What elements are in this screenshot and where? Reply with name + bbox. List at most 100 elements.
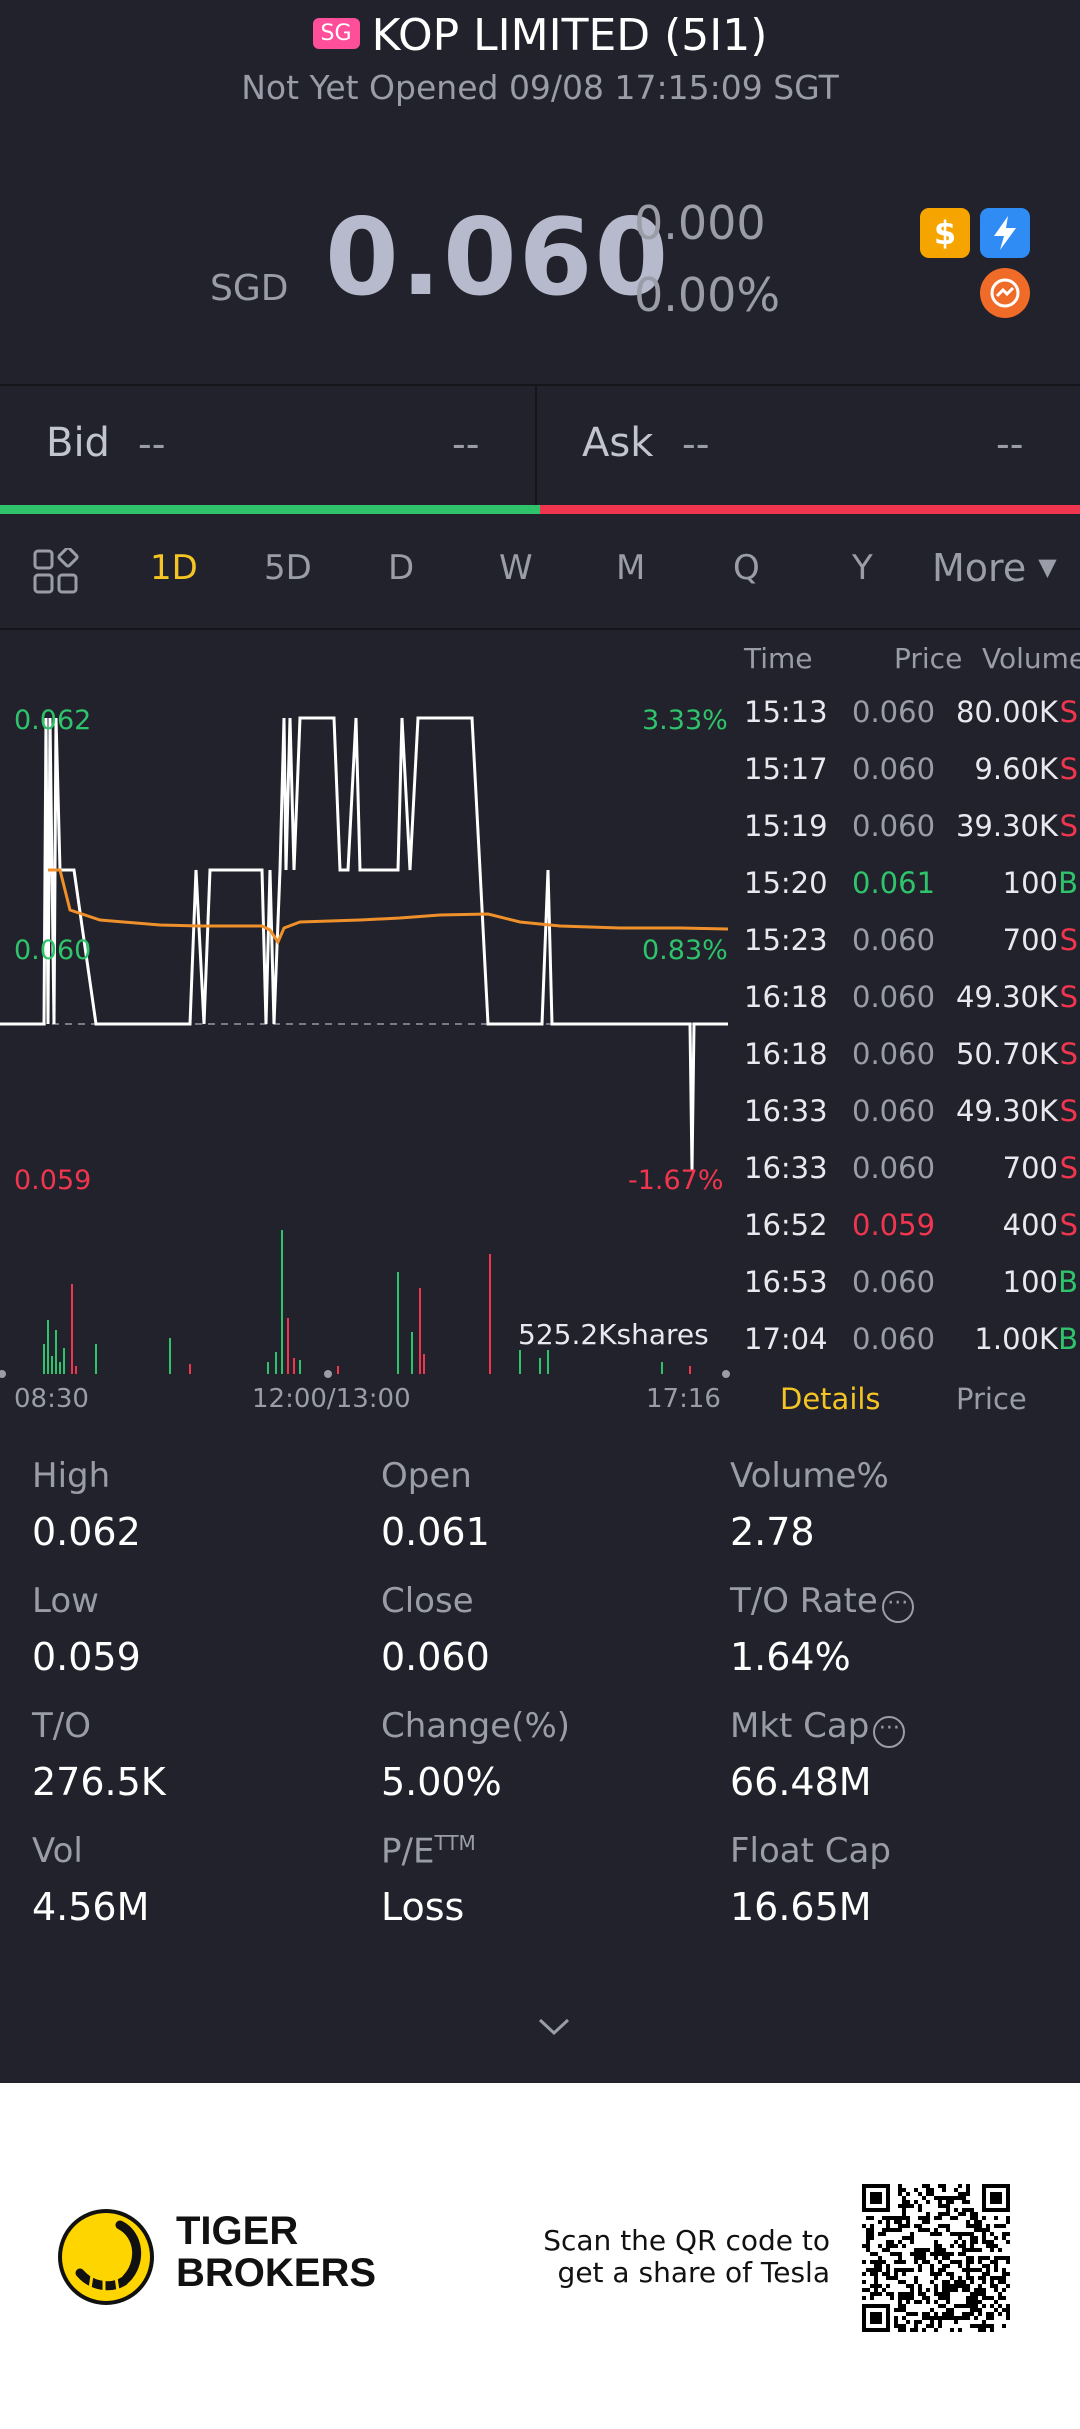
trade-volume: 39.30K xyxy=(955,809,1058,843)
exchange-icon[interactable] xyxy=(980,268,1030,318)
stat-low-value: 0.059 xyxy=(32,1635,141,1679)
stat-open-label: Open xyxy=(381,1456,472,1496)
trade-side: B xyxy=(1058,1265,1078,1299)
trades-header-price: Price xyxy=(894,642,963,675)
trade-side: S xyxy=(1059,809,1078,843)
y-label-mid: 0.060 xyxy=(14,935,92,966)
stat-volpct-value: 2.78 xyxy=(730,1510,815,1554)
dollar-icon[interactable]: $ xyxy=(920,208,970,258)
divider xyxy=(0,628,1080,630)
last-price: 0.060 xyxy=(325,196,671,319)
ask-ratio-bar xyxy=(540,505,1080,514)
x-label-start: 08:30 xyxy=(14,1384,89,1414)
trade-price: 0.059 xyxy=(852,1208,936,1242)
y-label-high: 0.062 xyxy=(14,705,92,736)
trade-time: 16:18 xyxy=(744,980,828,1014)
ask-size: -- xyxy=(996,422,1024,466)
trade-row: 17:04 0.060 1.00K B xyxy=(742,1322,1078,1379)
trade-time: 16:52 xyxy=(744,1208,828,1242)
bid-ratio-bar xyxy=(0,505,540,514)
x-label-end: 17:16 xyxy=(646,1384,721,1414)
trade-time: 15:13 xyxy=(744,695,828,729)
y-label-low: 0.059 xyxy=(14,1165,92,1196)
tab-more[interactable]: More ▼ xyxy=(932,546,1057,590)
trade-row: 15:19 0.060 39.30K S xyxy=(742,809,1078,866)
trade-volume: 9.60K xyxy=(974,752,1058,786)
more-info-icon[interactable]: ··· xyxy=(873,1716,906,1748)
expand-chevron-icon[interactable] xyxy=(536,2016,572,2042)
ask-label: Ask xyxy=(582,420,654,466)
price-change-pct: 0.00% xyxy=(634,268,781,322)
trade-time: 15:19 xyxy=(744,809,828,843)
pct-label-mid: 0.83% xyxy=(642,935,728,966)
trade-volume: 49.30K xyxy=(955,980,1058,1014)
stat-pe-value: Loss xyxy=(381,1885,465,1929)
stat-mktcap-value: 66.48M xyxy=(730,1760,872,1804)
tab-w[interactable]: W xyxy=(499,548,533,588)
more-info-icon[interactable]: ··· xyxy=(881,1591,914,1623)
stat-mktcap-label[interactable]: Mkt Cap ··· xyxy=(730,1706,906,1748)
trade-side: S xyxy=(1059,752,1078,786)
stat-torate-label-text: T/O Rate xyxy=(730,1581,878,1621)
stat-change-value: 5.00% xyxy=(381,1760,502,1804)
ask-price: -- xyxy=(682,422,710,466)
stat-torate-label[interactable]: T/O Rate ··· xyxy=(730,1581,914,1623)
trade-side: S xyxy=(1059,1094,1078,1128)
trade-volume: 80.00K xyxy=(955,695,1058,729)
brand-line1: TIGER xyxy=(176,2209,299,2253)
intraday-chart[interactable] xyxy=(0,630,730,1380)
stat-floatcap-value: 16.65M xyxy=(730,1885,872,1929)
trade-side: S xyxy=(1059,1037,1078,1071)
stat-to-value: 276.5K xyxy=(32,1760,166,1804)
stat-vol-label: Vol xyxy=(32,1831,83,1871)
tab-details[interactable]: Details xyxy=(780,1382,881,1416)
tab-d[interactable]: D xyxy=(388,548,415,588)
stat-open-value: 0.061 xyxy=(381,1510,490,1554)
trade-side: B xyxy=(1058,866,1078,900)
trade-time: 17:04 xyxy=(744,1322,828,1356)
stat-mktcap-label-text: Mkt Cap xyxy=(730,1706,870,1746)
trade-price: 0.060 xyxy=(852,1094,936,1128)
tiger-logo-icon xyxy=(58,2209,154,2305)
tab-y[interactable]: Y xyxy=(852,548,873,588)
trade-side: S xyxy=(1059,923,1078,957)
trades-header-time: Time xyxy=(744,642,813,675)
tab-1d[interactable]: 1D xyxy=(150,548,198,588)
stat-close-label: Close xyxy=(381,1581,474,1621)
trade-price: 0.060 xyxy=(852,1322,936,1356)
chart-settings-icon[interactable] xyxy=(32,546,80,600)
trade-price: 0.060 xyxy=(852,752,936,786)
trade-time: 16:18 xyxy=(744,1037,828,1071)
bid-ask-separator xyxy=(535,386,537,508)
pct-label-high: 3.33% xyxy=(642,705,728,736)
tab-price[interactable]: Price xyxy=(956,1382,1027,1416)
scan-line2: get a share of Tesla xyxy=(557,2256,830,2289)
lightning-icon[interactable] xyxy=(980,208,1030,258)
trade-time: 15:20 xyxy=(744,866,828,900)
trade-row: 16:33 0.060 700 S xyxy=(742,1151,1078,1208)
qr-code xyxy=(862,2184,1010,2332)
stat-to-label: T/O xyxy=(32,1706,91,1746)
stat-floatcap-label: Float Cap xyxy=(730,1831,891,1871)
tab-5d[interactable]: 5D xyxy=(264,548,312,588)
average-price-line xyxy=(48,868,729,946)
market-status: Not Yet Opened 09/08 17:15:09 SGT xyxy=(241,68,839,107)
stat-pe-sup: TTM xyxy=(434,1831,476,1855)
tab-m[interactable]: M xyxy=(616,548,646,588)
trade-row: 15:17 0.060 9.60K S xyxy=(742,752,1078,809)
trade-time: 16:53 xyxy=(744,1265,828,1299)
trade-side: B xyxy=(1058,1322,1078,1356)
trade-row: 15:23 0.060 700 S xyxy=(742,923,1078,980)
trade-side: S xyxy=(1059,695,1078,729)
trade-row: 15:13 0.060 80.00K S xyxy=(742,695,1078,752)
stat-change-label: Change(%) xyxy=(381,1706,571,1746)
trades-header-volume: Volume xyxy=(982,642,1080,675)
currency-label: SGD xyxy=(210,268,289,309)
stat-pe-label: P/ETTM xyxy=(381,1831,476,1871)
stat-vol-value: 4.56M xyxy=(32,1885,150,1929)
tab-q[interactable]: Q xyxy=(733,548,760,588)
stat-high-value: 0.062 xyxy=(32,1510,141,1554)
trade-time: 16:33 xyxy=(744,1094,828,1128)
brand-line2: BROKERS xyxy=(176,2251,377,2295)
scan-prompt: Scan the QR code to get a share of Tesla xyxy=(540,2225,830,2289)
